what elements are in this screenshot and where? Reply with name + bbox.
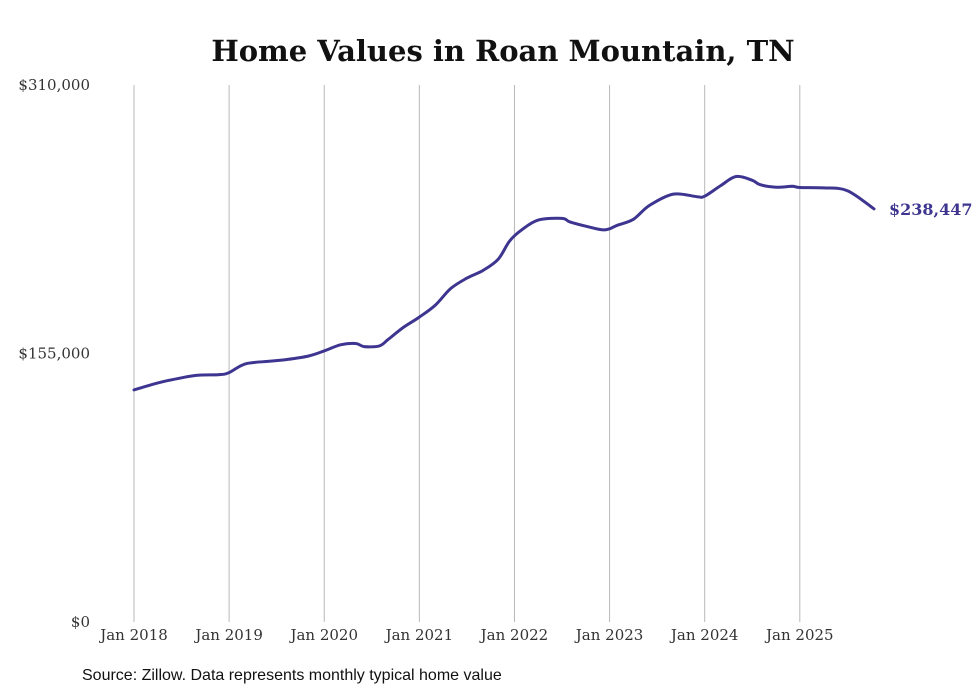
x-tick-label: Jan 2025 [764,626,834,644]
grid-lines [133,85,801,622]
x-axis: Jan 2018 Jan 2019 Jan 2020 Jan 2021 Jan 2022… [98,626,833,644]
y-tick-label: $310,000 [18,76,90,94]
x-tick-label: Jan 2024 [669,626,739,644]
series-group [132,174,876,392]
source-note: Source: Zillow. Data represents monthly … [82,667,502,684]
chart-title: Home Values in Roan Mountain, TN [211,34,794,68]
end-value-label: $238,447 [889,200,973,219]
x-tick-label: Jan 2022 [479,626,549,644]
x-tick-label: Jan 2021 [384,626,454,644]
x-tick-label: Jan 2019 [193,626,263,644]
y-tick-label: $0 [71,613,90,631]
x-tick-label: Jan 2018 [98,626,168,644]
series-line-0 [132,174,876,392]
x-tick-label: Jan 2023 [574,626,644,644]
x-tick-label: Jan 2020 [288,626,358,644]
y-axis: $0 $155,000 $310,000 [18,76,90,631]
y-tick-label: $155,000 [18,345,90,363]
